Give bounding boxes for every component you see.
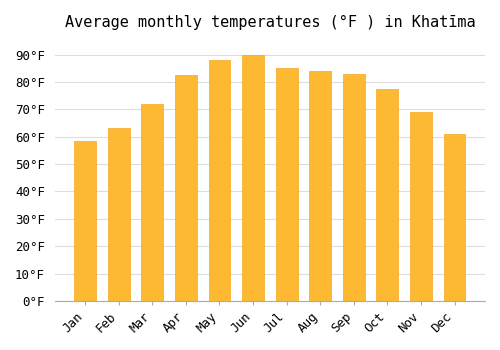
Bar <box>410 112 432 301</box>
Bar <box>175 75 197 301</box>
Bar <box>444 134 466 301</box>
Title: Average monthly temperatures (°F ) in Khatīma: Average monthly temperatures (°F ) in Kh… <box>64 15 475 30</box>
Bar <box>376 89 398 301</box>
Bar <box>242 55 264 301</box>
Bar <box>142 104 164 301</box>
Bar <box>310 71 331 301</box>
Bar <box>276 68 297 301</box>
Bar <box>343 74 364 301</box>
Bar <box>108 128 130 301</box>
Bar <box>208 60 231 301</box>
Bar <box>74 141 96 301</box>
